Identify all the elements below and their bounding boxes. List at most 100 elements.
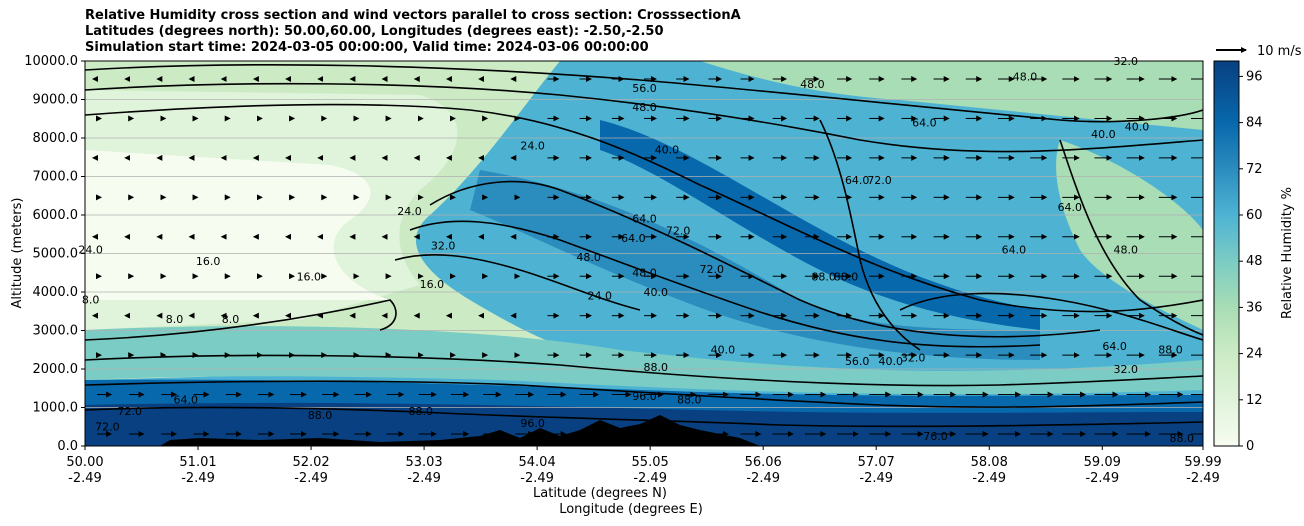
contour-label: 32.0 [431,240,456,253]
contour-label: 72.0 [867,174,892,187]
x-tick-label-lat: 57.07 [858,455,895,470]
colorbar-tick-label: 60 [1246,208,1263,223]
y-tick-label: 1000.0 [33,401,79,416]
contour-label: 24.0 [397,205,422,218]
contour-label: 88.0 [644,361,669,374]
contour-label: 72.0 [666,224,691,237]
contour-label: 16.0 [420,278,445,291]
y-axis: 0.0 1000.0 2000.0 3000.0 4000.0 5000.0 6000.0 7… [24,54,85,454]
contour-label: 64.0 [845,174,870,187]
x-tick-label-lon: -2.49 [1186,471,1220,486]
y-axis-label: Altitude (meters) [10,198,25,309]
x-axis-label-lat: Latitude (degrees N) [533,486,667,501]
colorbar-tick-label: 24 [1246,347,1263,362]
y-tick-label: 0.0 [57,439,78,454]
y-tick-label: 5000.0 [33,247,79,262]
contour-label: 24.0 [588,290,613,303]
contour-labels: 56.0 48.0 48.0 32.0 48.0 64.0 40.0 40.0 40.0 24.0… [78,55,1194,445]
contour-label: 64.0 [621,232,646,245]
x-tick-label-lat: 52.02 [292,455,329,470]
colorbar-tick-label: 84 [1246,116,1263,131]
x-tick-label-lat: 54.04 [519,455,556,470]
colorbar-tick-label: 96 [1246,69,1263,84]
contour-label: 48.0 [632,267,657,280]
wind-vectors [92,76,1203,437]
contour-label: 64.0 [1102,340,1127,353]
colorbar-tick-label: 36 [1246,300,1263,315]
x-tick-label-lon: -2.49 [633,471,667,486]
x-tick-label-lat: 50.00 [66,455,103,470]
contour-label: 88.0 [677,394,702,407]
x-tick-label-lat: 53.03 [405,455,442,470]
contour-label: 56.0 [632,82,657,95]
y-tick-label: 3000.0 [33,324,79,339]
contour-label: 76.0 [923,430,948,443]
x-tick-label-lon: -2.49 [746,471,780,486]
x-tick-label-lon: -2.49 [181,471,215,486]
contour-label: 8.0 [166,313,184,326]
contour-label: 16.0 [297,270,322,283]
quiver-key-label: 10 m/s [1257,44,1302,59]
contour-label: 72.0 [118,405,143,418]
contour-label: 64.0 [1002,244,1027,257]
contour-label: 56.0 [845,355,870,368]
y-tick-label: 7000.0 [33,170,79,185]
colorbar-label: Relative Humidity % [1280,187,1295,319]
y-tick-label: 10000.0 [24,54,78,69]
x-tick-label-lon: -2.49 [294,471,328,486]
title-line-2: Latitudes (degrees north): 50.00,60.00, … [85,24,664,39]
contour-label: 72.0 [699,263,724,276]
contour-label: 64.0 [912,116,937,129]
colorbar-gradient [1213,60,1240,447]
contour-label: 64.0 [1058,201,1083,214]
y-tick-label: 6000.0 [33,208,79,223]
contour-label: 40.0 [644,286,669,299]
contour-label: 32.0 [901,351,926,364]
contour-label: 24.0 [520,140,545,153]
contour-label: 88.0 [408,405,433,418]
colorbar-tick-label: 0 [1246,439,1254,454]
colorbar-tick-label: 12 [1246,393,1263,408]
colorbar-tick-label: 48 [1246,254,1263,269]
x-tick-label-lon: -2.49 [859,471,893,486]
y-tick-label: 4000.0 [33,285,79,300]
contour-label: 40.0 [711,344,736,357]
x-tick-label-lat: 56.06 [745,455,782,470]
y-tick-label: 2000.0 [33,362,79,377]
contour-label: 16.0 [196,255,221,268]
contour-label: 88.0 [811,270,836,283]
y-tick-label: 9000.0 [33,93,79,108]
contour-label: 48.0 [632,101,657,114]
contour-label: 96.0 [520,417,545,430]
contour-label: 40.0 [1091,128,1116,141]
contour-label: 88.0 [1169,432,1194,445]
contour-label: 88.0 [834,270,859,283]
x-tick-label-lat: 58.08 [971,455,1008,470]
contour-label: 32.0 [1114,363,1139,376]
x-tick-label-lon: -2.49 [407,471,441,486]
contour-label: 40.0 [655,143,680,156]
y-tick-label: 8000.0 [33,131,79,146]
colorbar: 0 12 24 36 48 60 72 84 96 Relative Humidity % [1213,60,1295,454]
contour-lines [85,64,1203,428]
contour-label: 64.0 [173,394,198,407]
x-tick-label-lat: 51.01 [179,455,216,470]
contour-label: 8.0 [222,313,240,326]
title-line-3: Simulation start time: 2024-03-05 00:00:… [85,40,649,55]
contour-label: 24.0 [78,244,103,257]
contour-label: 48.0 [576,251,601,264]
x-tick-label-lon: -2.49 [972,471,1006,486]
x-tick-label-lon: -2.49 [68,471,102,486]
contour-label: 40.0 [879,355,904,368]
colorbar-tick-label: 72 [1246,162,1263,177]
x-tick-label-lon: -2.49 [520,471,554,486]
x-tick-label-lon: -2.49 [1085,471,1119,486]
x-tick-label-lat: 59.09 [1084,455,1121,470]
chart-title: Relative Humidity cross section and wind… [85,8,741,56]
contour-label: 72.0 [95,421,120,434]
quiver-key: 10 m/s [1216,44,1302,59]
x-tick-label-lat: 55.05 [632,455,669,470]
contour-label: 40.0 [1125,120,1150,133]
contour-label: 64.0 [632,213,657,226]
